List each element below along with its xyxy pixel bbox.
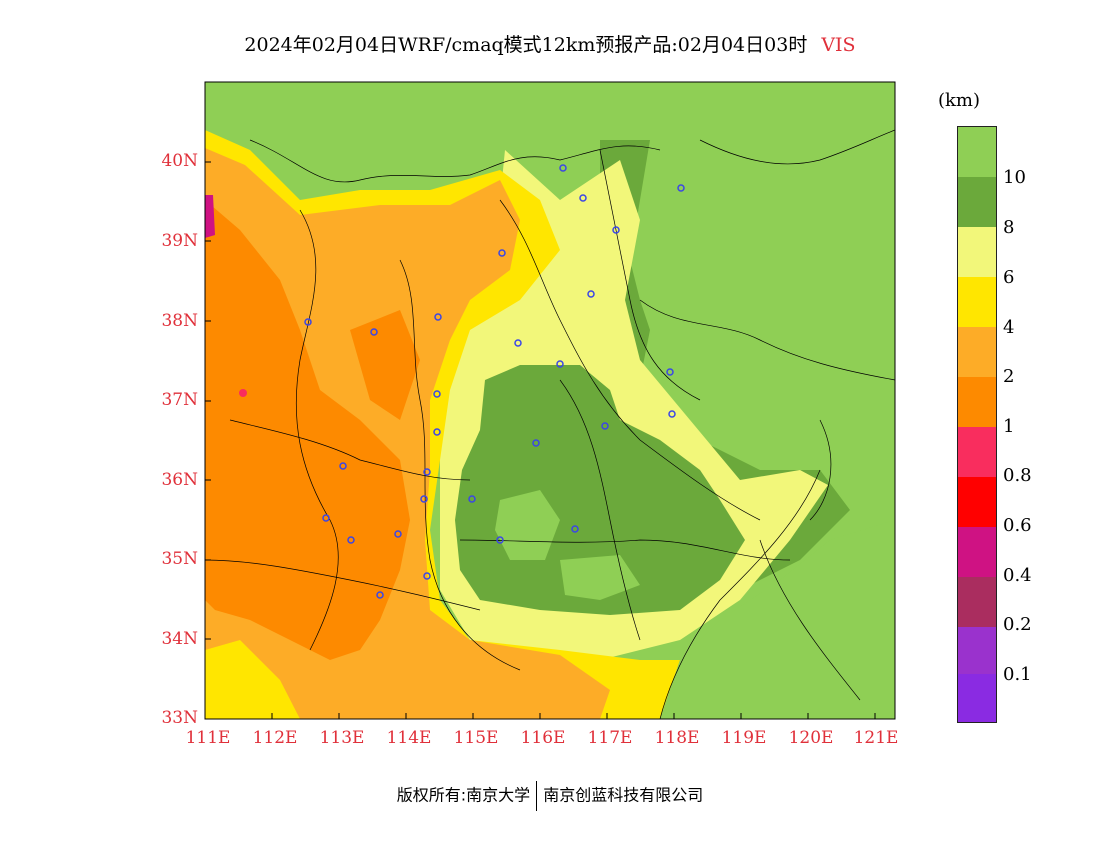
colorbar-label: 0.6 [1003,515,1032,536]
lon-label-113e: 113E [319,728,365,748]
vis-1-2-band [205,200,410,660]
colorbar-swatch [958,127,996,177]
city-markers [304,164,685,599]
colorbar-swatch [958,227,996,277]
lon-label-121e: 121E [853,728,899,748]
lat-label-39n: 39N [161,231,198,251]
lon-label-115e: 115E [453,728,499,748]
colorbar-swatch [958,674,996,722]
lon-label-114e: 114E [386,728,432,748]
vis-above-10-inner [495,490,560,560]
colorbar-swatch [958,327,996,377]
footer-separator [536,781,538,811]
colorbar-swatch [958,177,996,227]
colorbar-label: 4 [1003,317,1015,338]
lon-label-116e: 116E [520,728,566,748]
colorbar-swatch [958,277,996,327]
colorbar-label: 8 [1003,217,1015,238]
lat-label-36n: 36N [161,470,198,490]
colorbar-swatch [958,527,996,577]
colorbar-swatch [958,377,996,427]
colorbar-swatch [958,477,996,527]
vis-0.4-spot [205,195,215,238]
colorbar-label: 2 [1003,366,1015,387]
copyright-footer: 版权所有:南京大学 南京创蓝科技有限公司 [0,781,1100,811]
lon-label-118e: 118E [654,728,700,748]
map-title: 2024年02月04日WRF/cmaq模式12km预报产品:02月04日03时 V… [0,30,1100,57]
title-variable: VIS [821,34,856,56]
colorbar-swatch [958,577,996,627]
title-main: 2024年02月04日WRF/cmaq模式12km预报产品:02月04日03时 [244,34,808,56]
colorbar-label: 10 [1003,167,1026,188]
axis-ticks [205,161,876,719]
colorbar-label: 0.1 [1003,664,1032,685]
colorbar-label: 0.4 [1003,565,1032,586]
colorbar-label: 1 [1003,416,1015,437]
footer-left: 版权所有:南京大学 [396,785,531,805]
lon-label-119e: 119E [721,728,767,748]
lat-label-37n: 37N [161,390,198,410]
colorbar-label: 0.2 [1003,614,1032,635]
legend-unit: (km) [938,90,981,111]
lon-label-120e: 120E [788,728,834,748]
lat-label-35n: 35N [161,549,198,569]
lon-label-111e: 111E [185,728,231,748]
colorbar-label: 0.8 [1003,465,1032,486]
colorbar-swatch [958,627,996,674]
lat-label-38n: 38N [161,311,198,331]
lat-label-34n: 34N [161,629,198,649]
colorbar-label: 6 [1003,267,1015,288]
colorbar-swatch [958,427,996,477]
footer-right: 南京创蓝科技有限公司 [543,785,704,805]
lon-label-112e: 112E [252,728,298,748]
colorbar [957,126,997,723]
lat-label-40n: 40N [161,151,198,171]
lat-label-33n: 33N [161,708,198,728]
lon-label-117e: 117E [587,728,633,748]
